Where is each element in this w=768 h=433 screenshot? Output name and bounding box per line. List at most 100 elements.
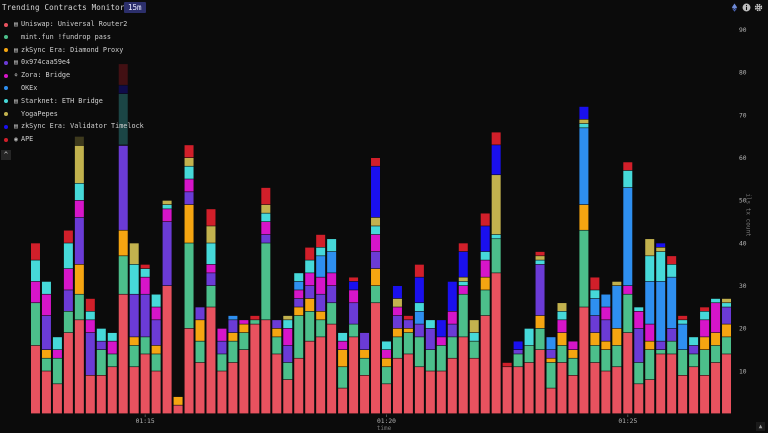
- bar-segment[interactable]: [480, 213, 490, 226]
- bar-segment[interactable]: [667, 341, 677, 354]
- bar-segment[interactable]: [546, 362, 556, 388]
- bar-segment[interactable]: [151, 320, 161, 346]
- bar-segment[interactable]: [579, 128, 589, 205]
- bar-segment[interactable]: [96, 375, 106, 414]
- bar-segment[interactable]: [349, 290, 359, 303]
- bar-segment[interactable]: [711, 298, 721, 303]
- bar-segment[interactable]: [30, 260, 40, 282]
- bar-segment[interactable]: [305, 273, 315, 286]
- bar-segment[interactable]: [294, 315, 304, 358]
- bar-segment[interactable]: [392, 328, 402, 337]
- legend-item[interactable]: ▤ Uniswap: Universal Router2: [1, 18, 151, 31]
- legend-item[interactable]: ▤ zkSync Era: Diamond Proxy: [1, 44, 151, 57]
- bar-segment[interactable]: [30, 281, 40, 303]
- bar-segment[interactable]: [74, 217, 84, 265]
- bar-segment[interactable]: [535, 251, 545, 256]
- bar-segment[interactable]: [414, 337, 424, 367]
- bar-segment[interactable]: [425, 320, 435, 329]
- bar-segment[interactable]: [645, 350, 655, 380]
- bar-segment[interactable]: [612, 345, 622, 367]
- bar-segment[interactable]: [250, 315, 260, 320]
- bar-segment[interactable]: [469, 332, 479, 341]
- bar-segment[interactable]: [140, 264, 150, 269]
- legend-item[interactable]: mint.fun !fundrop pass: [1, 31, 151, 44]
- bar-segment[interactable]: [645, 256, 655, 282]
- bar-segment[interactable]: [239, 324, 249, 333]
- bar-segment[interactable]: [294, 307, 304, 316]
- bar-segment[interactable]: [250, 320, 260, 324]
- bar-segment[interactable]: [371, 166, 381, 218]
- bar-segment[interactable]: [634, 311, 644, 329]
- bar-segment[interactable]: [316, 234, 326, 247]
- bar-segment[interactable]: [381, 350, 391, 358]
- bar-segment[interactable]: [195, 362, 205, 414]
- bar-segment[interactable]: [305, 298, 315, 311]
- bar-segment[interactable]: [338, 388, 348, 414]
- bar-segment[interactable]: [458, 243, 468, 252]
- bar-segment[interactable]: [513, 350, 523, 354]
- bar-segment[interactable]: [480, 315, 490, 414]
- bar-segment[interactable]: [557, 311, 567, 320]
- bar-segment[interactable]: [107, 367, 117, 414]
- bar-segment[interactable]: [711, 303, 721, 333]
- bar-segment[interactable]: [491, 132, 501, 145]
- bar-segment[interactable]: [634, 362, 644, 384]
- bar-segment[interactable]: [414, 303, 424, 311]
- bar-segment[interactable]: [722, 298, 732, 303]
- bar-segment[interactable]: [568, 350, 578, 358]
- bar-segment[interactable]: [568, 341, 578, 350]
- bar-segment[interactable]: [283, 315, 293, 320]
- bar-segment[interactable]: [700, 311, 710, 320]
- bar-segment[interactable]: [678, 375, 688, 414]
- bar-segment[interactable]: [52, 337, 62, 350]
- bar-segment[interactable]: [535, 328, 545, 350]
- bar-segment[interactable]: [228, 320, 238, 333]
- bar-segment[interactable]: [392, 307, 402, 316]
- bar-segment[interactable]: [349, 303, 359, 324]
- bar-segment[interactable]: [316, 294, 326, 311]
- bar-segment[interactable]: [184, 204, 194, 243]
- bar-segment[interactable]: [96, 328, 106, 341]
- bar-segment[interactable]: [656, 243, 666, 247]
- bar-segment[interactable]: [195, 341, 205, 363]
- bar-segment[interactable]: [162, 286, 172, 414]
- bar-segment[interactable]: [41, 350, 51, 358]
- bar-segment[interactable]: [722, 307, 732, 324]
- bar-segment[interactable]: [294, 358, 304, 414]
- bar-segment[interactable]: [689, 345, 699, 354]
- bar-segment[interactable]: [645, 281, 655, 324]
- bar-segment[interactable]: [579, 230, 589, 307]
- bar-segment[interactable]: [217, 328, 227, 341]
- bar-segment[interactable]: [469, 358, 479, 414]
- bar-segment[interactable]: [546, 337, 556, 350]
- bar-segment[interactable]: [140, 294, 150, 337]
- bar-segment[interactable]: [557, 303, 567, 311]
- bar-segment[interactable]: [349, 281, 359, 290]
- bar-segment[interactable]: [305, 311, 315, 341]
- bar-segment[interactable]: [491, 234, 501, 239]
- bar-segment[interactable]: [151, 294, 161, 307]
- bar-segment[interactable]: [261, 204, 271, 213]
- bar-segment[interactable]: [403, 320, 413, 329]
- bar-segment[interactable]: [184, 158, 194, 166]
- bar-segment[interactable]: [63, 268, 73, 290]
- bar-segment[interactable]: [294, 273, 304, 282]
- bar-segment[interactable]: [206, 273, 216, 286]
- bar-segment[interactable]: [184, 166, 194, 179]
- bar-segment[interactable]: [711, 345, 721, 363]
- bar-segment[interactable]: [535, 350, 545, 414]
- bar-segment[interactable]: [513, 354, 523, 367]
- bar-segment[interactable]: [316, 247, 326, 256]
- legend-item[interactable]: YogaPepes: [1, 108, 151, 121]
- bar-segment[interactable]: [403, 315, 413, 320]
- bar-segment[interactable]: [700, 337, 710, 350]
- bar-segment[interactable]: [623, 294, 633, 333]
- bar-segment[interactable]: [85, 298, 95, 311]
- bar-segment[interactable]: [436, 320, 446, 337]
- bar-segment[interactable]: [469, 341, 479, 358]
- bar-segment[interactable]: [645, 239, 655, 256]
- bar-segment[interactable]: [283, 345, 293, 363]
- bar-segment[interactable]: [129, 294, 139, 337]
- bar-segment[interactable]: [74, 136, 84, 183]
- bar-segment[interactable]: [645, 324, 655, 341]
